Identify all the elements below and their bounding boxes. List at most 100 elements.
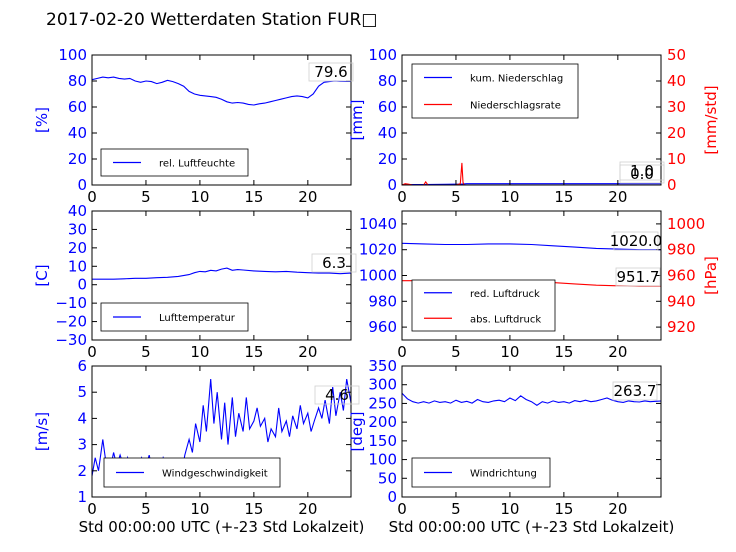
y-tick-label: 60 bbox=[68, 98, 87, 116]
series-line-1 bbox=[401, 183, 661, 186]
value-label: 6.3 bbox=[322, 254, 346, 272]
y-tick-label: 30 bbox=[68, 220, 87, 238]
y-axis-label: [deg] bbox=[348, 412, 366, 452]
x-tick-label: 10 bbox=[500, 343, 519, 361]
x-tick-label: 15 bbox=[244, 500, 263, 518]
y-right-tick-label: 980 bbox=[667, 241, 696, 259]
y-tick-label: 350 bbox=[368, 357, 397, 375]
y-tick-label: −30 bbox=[55, 331, 87, 349]
y-tick-label: 10 bbox=[68, 257, 87, 275]
y-tick-label: 0 bbox=[387, 176, 397, 194]
subplot-5: 0 5 10 15 20 1 2 3 4 5 6 [m/s] Std 00:00:00 UTC (+-2… bbox=[33, 357, 364, 536]
y-tick-label: 20 bbox=[68, 150, 87, 168]
value-label-box bbox=[615, 267, 661, 287]
y-tick-label: 40 bbox=[378, 124, 397, 142]
series-line-1 bbox=[91, 76, 351, 106]
x-axis-label: Std 00:00:00 UTC (+-23 Std Lokalzeit) bbox=[79, 518, 365, 536]
value-label-box bbox=[613, 231, 659, 251]
plot-frame bbox=[401, 54, 662, 186]
series-line-1 bbox=[401, 242, 661, 251]
y-tick-label: 300 bbox=[368, 376, 397, 394]
y-tick-label: 0 bbox=[77, 176, 87, 194]
y-axis-label: [mm] bbox=[348, 100, 366, 141]
y-tick-label: 20 bbox=[378, 150, 397, 168]
y-tick-label: 6 bbox=[77, 357, 87, 375]
x-tick-label: 20 bbox=[608, 188, 627, 206]
y-right-tick-label: 50 bbox=[667, 46, 686, 64]
y-right-tick-label: 940 bbox=[667, 292, 696, 310]
value-label: 4.6 bbox=[325, 386, 349, 404]
x-tick-label: 10 bbox=[190, 343, 209, 361]
value-label-box bbox=[314, 385, 360, 405]
y-tick-label: 250 bbox=[368, 394, 397, 412]
x-tick-label: 15 bbox=[554, 500, 573, 518]
x-tick-label: 5 bbox=[141, 188, 151, 206]
value-label-box bbox=[308, 62, 354, 82]
legend-label: kum. Niederschlag bbox=[470, 74, 563, 85]
y-tick-label: 1020 bbox=[359, 241, 397, 259]
x-tick-label: 5 bbox=[141, 500, 151, 518]
y-right-tick-label: 10 bbox=[667, 150, 686, 168]
legend-label: Windgeschwindigkeit bbox=[162, 469, 268, 480]
y-right-tick-label: 920 bbox=[667, 318, 696, 336]
x-tick-label: 5 bbox=[141, 343, 151, 361]
y-tick-label: 0 bbox=[387, 488, 397, 506]
y-right-tick-label: 30 bbox=[667, 98, 686, 116]
value-label-box bbox=[612, 381, 658, 401]
legend-label: red. Luftdruck bbox=[470, 289, 540, 300]
series-line-2 bbox=[401, 162, 661, 186]
x-tick-label: 20 bbox=[298, 500, 317, 518]
x-tick-label: 0 bbox=[87, 343, 97, 361]
x-tick-label: 15 bbox=[554, 188, 573, 206]
series-line-1 bbox=[401, 392, 662, 406]
figure-title: 2017-02-20 Wetterdaten Station FUR□ bbox=[46, 10, 378, 30]
y-tick-label: 980 bbox=[368, 292, 397, 310]
y-tick-label: 50 bbox=[378, 469, 397, 487]
y-tick-label: 1040 bbox=[359, 215, 397, 233]
x-tick-label: 15 bbox=[244, 343, 263, 361]
legend-box bbox=[411, 279, 556, 332]
plot-frame bbox=[91, 54, 352, 186]
x-tick-label: 5 bbox=[451, 343, 461, 361]
value-label-box bbox=[619, 161, 665, 181]
y-tick-label: 100 bbox=[58, 46, 87, 64]
y-tick-label: 1 bbox=[77, 488, 87, 506]
x-tick-label: 5 bbox=[451, 188, 461, 206]
y-tick-label: 100 bbox=[368, 451, 397, 469]
y-right-tick-label: 1000 bbox=[667, 215, 705, 233]
y-axis-label: [m/s] bbox=[33, 412, 51, 451]
subplot-1: 0 5 10 15 20 0 20 40 60 80 100 [%] rel. Luftfeuchte 7… bbox=[33, 46, 354, 206]
y-tick-label: 150 bbox=[368, 432, 397, 450]
y-tick-label: 200 bbox=[368, 413, 397, 431]
y-tick-label: 5 bbox=[77, 383, 87, 401]
y-right-tick-label: 40 bbox=[667, 72, 686, 90]
y-tick-label: 40 bbox=[68, 202, 87, 220]
subplot-4: 0 5 10 15 2096098010001020104092094096098010… bbox=[359, 210, 720, 361]
x-tick-label: 0 bbox=[397, 343, 407, 361]
y-tick-label: 80 bbox=[378, 72, 397, 90]
plot-frame bbox=[91, 365, 352, 498]
value-label: 0.0 bbox=[630, 165, 654, 183]
x-tick-label: 0 bbox=[87, 500, 97, 518]
y-tick-label: 1000 bbox=[359, 267, 397, 285]
x-tick-label: 15 bbox=[244, 188, 263, 206]
x-tick-label: 0 bbox=[397, 188, 407, 206]
plot-frame bbox=[91, 210, 352, 341]
legend-label: Lufttemperatur bbox=[159, 313, 236, 324]
y-tick-label: 20 bbox=[68, 239, 87, 257]
x-tick-label: 10 bbox=[190, 500, 209, 518]
y-tick-label: 0 bbox=[77, 276, 87, 294]
y-tick-label: 2 bbox=[77, 462, 87, 480]
y-tick-label: 60 bbox=[378, 98, 397, 116]
x-tick-label: 0 bbox=[87, 188, 97, 206]
x-tick-label: 20 bbox=[298, 188, 317, 206]
value-label: 1.0 bbox=[630, 162, 654, 180]
x-tick-label: 10 bbox=[500, 500, 519, 518]
y-tick-label: 3 bbox=[77, 436, 87, 454]
value-label: 1020.0 bbox=[610, 232, 663, 250]
y-tick-label: 80 bbox=[68, 72, 87, 90]
legend-label: rel. Luftfeuchte bbox=[159, 159, 235, 170]
y-right-axis-label: [mm/std] bbox=[702, 85, 720, 154]
